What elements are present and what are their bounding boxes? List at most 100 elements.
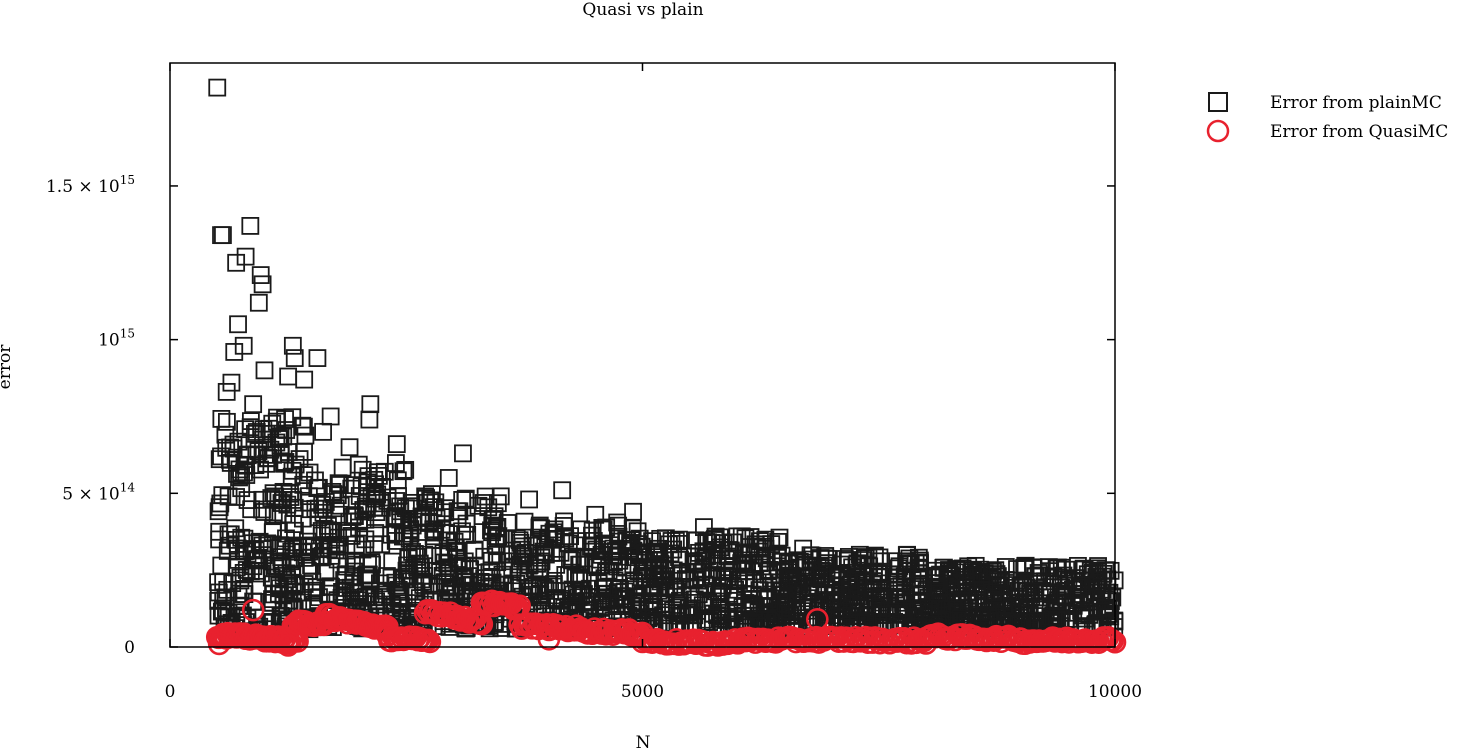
plain-point: [503, 558, 522, 577]
plain-point: [664, 561, 683, 580]
plain-point: [369, 466, 388, 485]
plain-point: [460, 567, 479, 585]
plain-point: [363, 555, 381, 574]
plain-point: [356, 587, 375, 606]
plain-point: [736, 569, 754, 587]
plain-point: [358, 494, 377, 513]
plain-point: [896, 565, 915, 584]
plain-point: [324, 485, 343, 503]
plain-point: [328, 550, 347, 569]
plain-point: [210, 530, 229, 549]
plain-point: [745, 555, 764, 574]
plain-point: [713, 576, 732, 595]
plain-point: [1091, 583, 1110, 602]
plain-point: [646, 564, 665, 583]
plain-point: [1024, 582, 1043, 601]
plain-point: [617, 558, 636, 577]
plain-point: [716, 561, 735, 580]
x-tick-label: 5000: [621, 682, 664, 702]
plain-point: [840, 578, 859, 597]
plain-point: [434, 544, 453, 563]
plain-point: [769, 532, 787, 551]
plain-point: [513, 537, 532, 556]
plain-point: [515, 512, 534, 531]
plain-point: [247, 445, 266, 464]
plain-point: [244, 395, 263, 414]
plain-point: [525, 559, 544, 578]
plain-point: [328, 486, 347, 505]
plain-point: [704, 540, 723, 559]
plain-point: [846, 563, 865, 582]
plain-point: [360, 410, 379, 429]
plain-point: [479, 498, 498, 517]
plain-point: [1039, 558, 1058, 576]
plain-point: [767, 608, 785, 627]
plain-point: [436, 573, 455, 591]
plain-point: [234, 336, 253, 355]
plain-point: [688, 531, 706, 550]
chart-title: Quasi vs plain: [582, 0, 703, 20]
plain-point: [407, 548, 426, 566]
plain-point: [308, 349, 327, 367]
plain-point: [322, 578, 340, 596]
plain-point: [671, 550, 689, 569]
plain-point: [352, 477, 371, 495]
plain-point: [831, 576, 850, 595]
plain-point: [898, 545, 916, 564]
plain-point: [349, 455, 368, 474]
plain-point: [391, 497, 410, 516]
plain-point: [213, 486, 232, 505]
quasi-point: [537, 628, 561, 651]
plain-point: [469, 496, 488, 515]
plain-point: [1075, 602, 1094, 621]
plain-point: [225, 343, 244, 361]
plain-point: [724, 588, 743, 607]
plain-point: [1042, 607, 1061, 626]
plain-point: [219, 603, 238, 622]
plain-point: [595, 569, 614, 588]
plain-point: [299, 532, 317, 551]
plain-point: [582, 537, 600, 556]
plain-point: [787, 601, 806, 619]
plain-point: [232, 466, 250, 485]
plain-point: [491, 487, 510, 506]
plain-point: [433, 566, 452, 585]
plain-point: [439, 469, 458, 487]
plain-point: [229, 315, 247, 334]
plain-point: [212, 447, 230, 466]
plain-point: [357, 565, 376, 584]
plain-point: [394, 462, 413, 481]
plain-point: [241, 217, 260, 235]
plain-point: [402, 493, 421, 512]
quasi-point: [457, 611, 481, 634]
plain-mc-series: [208, 78, 1124, 641]
plain-point: [1037, 584, 1056, 603]
plain-point: [563, 547, 582, 566]
plain-point: [412, 570, 431, 589]
plain-point: [575, 549, 594, 568]
plain-point: [255, 361, 274, 380]
legend-square-marker: [1208, 92, 1228, 112]
plain-point: [227, 558, 246, 577]
y-axis-label: error: [0, 344, 15, 390]
plain-point: [1096, 561, 1115, 580]
plain-point: [249, 293, 268, 312]
plain-point: [226, 519, 245, 538]
plain-point: [608, 557, 627, 576]
plain-point: [286, 521, 304, 540]
y-tick-label: 0: [124, 638, 135, 658]
plain-point: [329, 474, 348, 493]
plain-point: [445, 532, 464, 551]
plain-point: [1096, 602, 1115, 621]
plain-point: [330, 476, 349, 494]
plain-point: [340, 438, 359, 457]
plain-point: [210, 450, 229, 469]
plain-point: [685, 606, 704, 625]
quasi-point: [418, 630, 442, 654]
plain-point: [864, 565, 883, 584]
plain-point: [706, 527, 725, 546]
plain-point: [345, 506, 364, 525]
legend-circle-marker: [1206, 119, 1230, 143]
plain-point: [817, 575, 836, 593]
